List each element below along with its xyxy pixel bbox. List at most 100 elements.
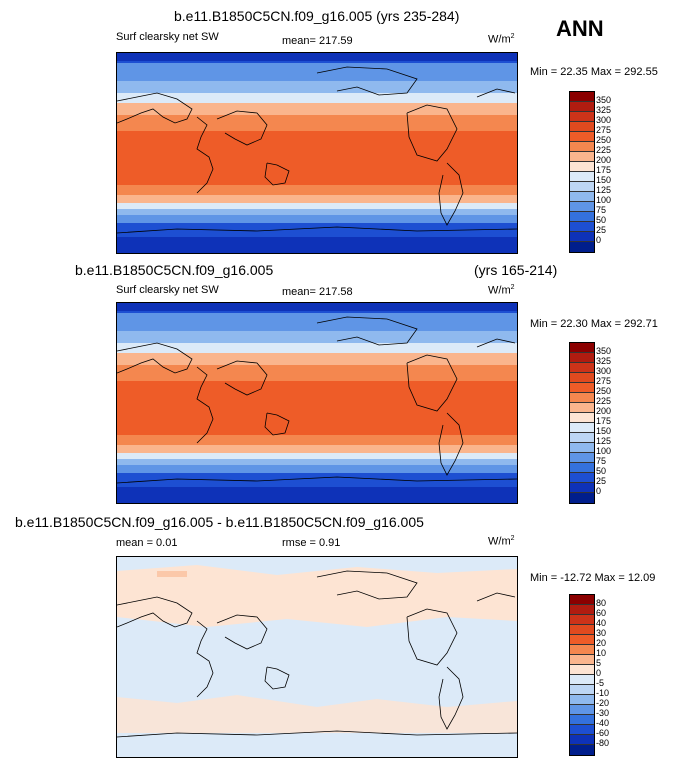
panel-3-colorbar-swatch [570,665,594,675]
panel-2-title-years: (yrs 165-214) [474,262,558,278]
colorbar-tick-label: 350 [596,346,612,356]
panel-1-variable: Surf clearsky net SW [116,31,219,43]
panel-2-map-field [117,303,517,503]
colorbar-tick-label: 175 [596,416,612,426]
panel-3-colorbar-swatch [570,625,594,635]
colorbar-tick-label: 200 [596,406,612,416]
colorbar-tick-label: 225 [596,145,612,155]
colorbar-tick-label: -5 [596,678,605,688]
colorbar-tick-label: 75 [596,456,607,466]
panel-1-colorbar-swatch [570,102,594,112]
panel-1-colorbar-swatch [570,132,594,142]
colorbar-tick-label: 40 [596,618,607,628]
panel-2-colorbar-swatch [570,473,594,483]
panel-3-colorbar-swatch [570,685,594,695]
panel-2-colorbar-swatch [570,343,594,353]
colorbar-tick-label: -10 [596,688,610,698]
colorbar-tick-label: -80 [596,738,610,748]
colorbar-tick-label: 0 [596,235,602,245]
colorbar-tick-label: 75 [596,205,607,215]
panel-1-units: W/m2 [488,33,515,46]
panel-3-colorbar-swatch [570,715,594,725]
colorbar-tick-label: 50 [596,466,607,476]
colorbar-tick-label: 10 [596,648,607,658]
panel-3-colorbar-swatch [570,655,594,665]
colorbar-tick-label: 20 [596,638,607,648]
colorbar-tick-label: 250 [596,135,612,145]
panel-3-map-field [117,557,517,757]
panel-2-colorbar-swatch [570,413,594,423]
panel-1-colorbar-swatch [570,242,594,252]
panel-1-minmax: Min = 22.35 Max = 292.55 [530,66,658,78]
panel-2-colorbar-swatch [570,383,594,393]
panel-3-colorbar-swatch [570,605,594,615]
panel-2-colorbar-swatch [570,373,594,383]
colorbar-tick-label: 325 [596,356,612,366]
panel-3-title: b.e11.B1850C5CN.f09_g16.005 - b.e11.B185… [15,514,424,530]
panel-1-colorbar-swatch [570,212,594,222]
panel-1-title: b.e11.B1850C5CN.f09_g16.005 (yrs 235-284… [174,8,460,24]
colorbar-tick-label: 150 [596,175,612,185]
season-label: ANN [556,16,604,41]
panel-3-colorbar [569,594,595,756]
panel-2-colorbar-swatch [570,353,594,363]
panel-1-colorbar-swatch [570,112,594,122]
panel-2-colorbar-swatch [570,403,594,413]
panel-2-colorbar-swatch [570,433,594,443]
panel-2-colorbar-swatch [570,443,594,453]
panel-2-title: b.e11.B1850C5CN.f09_g16.005 [75,262,274,278]
panel-3-rmse: rmse = 0.91 [282,537,341,549]
colorbar-tick-label: 0 [596,486,602,496]
panel-2-minmax: Min = 22.30 Max = 292.71 [530,318,658,330]
panel-3-colorbar-swatch [570,645,594,655]
colorbar-tick-label: -30 [596,708,610,718]
panel-1-colorbar-swatch [570,202,594,212]
panel-3-mean: mean = 0.01 [116,537,178,549]
panel-1-colorbar-swatch [570,172,594,182]
colorbar-tick-label: 150 [596,426,612,436]
panel-2-colorbar [569,342,595,504]
panel-1-colorbar-swatch [570,152,594,162]
colorbar-tick-label: 5 [596,658,602,668]
panel-3-map [116,556,518,758]
panel-3-colorbar-swatch [570,635,594,645]
panel-3-minmax: Min = -12.72 Max = 12.09 [530,572,656,584]
colorbar-tick-label: 275 [596,376,612,386]
colorbar-tick-label: 225 [596,396,612,406]
panel-2-mean: mean= 217.58 [282,286,353,298]
panel-1-colorbar-swatch [570,192,594,202]
colorbar-tick-label: 175 [596,165,612,175]
colorbar-tick-label: 250 [596,386,612,396]
panel-3-colorbar-swatch [570,735,594,745]
panel-2-units: W/m2 [488,284,515,297]
colorbar-tick-label: 350 [596,95,612,105]
panel-2-map [116,302,518,504]
colorbar-tick-label: 300 [596,366,612,376]
panel-1-map-field [117,53,517,253]
panel-3-colorbar-swatch [570,725,594,735]
panel-3-colorbar-swatch [570,615,594,625]
panel-3-colorbar-swatch [570,705,594,715]
panel-1-colorbar-swatch [570,232,594,242]
panel-3-colorbar-swatch [570,695,594,705]
colorbar-tick-label: 125 [596,185,612,195]
panel-1-colorbar [569,91,595,253]
colorbar-tick-label: -60 [596,728,610,738]
colorbar-tick-label: 125 [596,436,612,446]
colorbar-tick-label: 275 [596,125,612,135]
panel-3-units: W/m2 [488,535,515,548]
panel-1-colorbar-swatch [570,162,594,172]
panel-1-colorbar-swatch [570,182,594,192]
panel-2-colorbar-swatch [570,363,594,373]
panel-1-colorbar-swatch [570,142,594,152]
colorbar-tick-label: 25 [596,476,607,486]
panel-2-variable: Surf clearsky net SW [116,284,219,296]
colorbar-tick-label: 30 [596,628,607,638]
colorbar-tick-label: 0 [596,668,602,678]
panel-3-colorbar-swatch [570,675,594,685]
colorbar-tick-label: 60 [596,608,607,618]
colorbar-tick-label: -40 [596,718,610,728]
panel-3-colorbar-swatch [570,595,594,605]
colorbar-tick-label: 80 [596,598,607,608]
panel-2-colorbar-swatch [570,453,594,463]
